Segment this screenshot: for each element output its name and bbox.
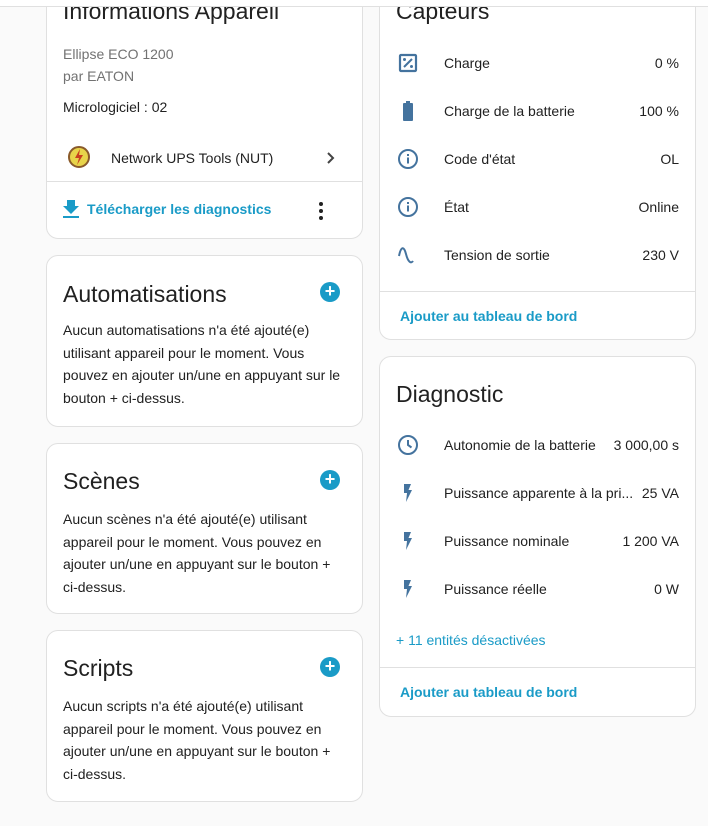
entity-value: 0 W: [654, 581, 679, 597]
entity-row[interactable]: Puissance apparente à la pri... 25 VA: [380, 473, 695, 513]
add-to-dashboard-button[interactable]: Ajouter au tableau de bord: [400, 308, 578, 324]
flash-icon: [404, 580, 412, 598]
nut-logo-icon: [68, 146, 90, 168]
clock-icon: [398, 435, 418, 455]
top-bar: [0, 0, 708, 7]
entity-name: Tension de sortie: [444, 247, 550, 263]
entity-row[interactable]: Autonomie de la batterie 3 000,00 s: [380, 425, 695, 465]
automations-card: Automatisations + Aucun automatisations …: [46, 255, 363, 427]
entity-name: Charge de la batterie: [444, 103, 575, 119]
disabled-entities-link[interactable]: + 11 entités désactivées: [396, 632, 546, 648]
more-options-icon[interactable]: [317, 201, 325, 221]
entity-name: Charge: [444, 55, 490, 71]
percent-box-icon: [398, 53, 418, 73]
entity-row[interactable]: Charge de la batterie 100 %: [380, 91, 695, 131]
entity-value: Online: [638, 199, 679, 215]
battery-icon: [403, 101, 413, 121]
entity-row[interactable]: Charge 0 %: [380, 43, 695, 83]
entity-value: 1 200 VA: [622, 533, 679, 549]
divider: [47, 181, 362, 182]
entity-name: Puissance nominale: [444, 533, 570, 549]
entity-name: Puissance apparente à la pri...: [444, 485, 634, 501]
entity-value: 230 V: [642, 247, 679, 263]
device-manufacturer: par EATON: [63, 68, 135, 84]
card-title: Scènes: [63, 468, 140, 494]
device-info-card: Informations Appareil Ellipse ECO 1200 p…: [46, 0, 363, 239]
divider: [380, 291, 695, 292]
entity-value: 3 000,00 s: [613, 437, 679, 453]
flash-icon: [404, 532, 412, 550]
empty-text: Aucun automatisations n'a été ajouté(e) …: [63, 322, 341, 406]
add-scene-button[interactable]: +: [320, 470, 340, 490]
card-title: Diagnostic: [396, 381, 504, 407]
add-automation-button[interactable]: +: [320, 282, 340, 302]
entity-value: OL: [660, 151, 679, 167]
scripts-card: Scripts + Aucun scripts n'a été ajouté(e…: [46, 630, 363, 802]
empty-text: Aucun scripts n'a été ajouté(e) utilisan…: [63, 698, 331, 782]
entity-row[interactable]: Code d'état OL: [380, 139, 695, 179]
entity-value: 100 %: [639, 103, 679, 119]
add-to-dashboard-button[interactable]: Ajouter au tableau de bord: [400, 684, 578, 700]
card-title: Automatisations: [63, 281, 227, 307]
entity-name: État: [444, 199, 469, 215]
device-model: Ellipse ECO 1200: [63, 46, 174, 62]
divider: [380, 667, 695, 668]
entity-name: Autonomie de la batterie: [444, 437, 596, 453]
device-firmware: Micrologiciel : 02: [63, 99, 168, 115]
empty-text: Aucun scènes n'a été ajouté(e) utilisant…: [63, 511, 331, 595]
entity-name: Puissance réelle: [444, 581, 547, 597]
diagnostic-card: Diagnostic Autonomie de la batterie 3 00…: [379, 356, 696, 717]
information-icon: [398, 197, 418, 217]
entity-value: 0 %: [654, 55, 679, 71]
integration-label: Network UPS Tools (NUT): [111, 150, 274, 166]
entity-row[interactable]: Tension de sortie 230 V: [380, 235, 695, 275]
integration-row[interactable]: Network UPS Tools (NUT): [47, 138, 362, 178]
chevron-right-icon: [327, 152, 335, 164]
entity-row[interactable]: Puissance réelle 0 W: [380, 569, 695, 609]
sine-wave-icon: [398, 247, 414, 264]
add-script-button[interactable]: +: [320, 657, 340, 677]
card-title: Scripts: [63, 655, 134, 681]
flash-icon: [404, 484, 412, 502]
download-label: Télécharger les diagnostics: [87, 201, 272, 217]
entity-row[interactable]: État Online: [380, 187, 695, 227]
scenes-card: Scènes + Aucun scènes n'a été ajouté(e) …: [46, 443, 363, 614]
entity-name: Code d'état: [444, 151, 516, 167]
download-icon: [63, 200, 79, 218]
information-icon: [398, 149, 418, 169]
entity-row[interactable]: Puissance nominale 1 200 VA: [380, 521, 695, 561]
sensors-card: Capteurs Charge 0 % Charge de la batteri…: [379, 0, 696, 340]
entity-value: 25 VA: [641, 485, 679, 501]
